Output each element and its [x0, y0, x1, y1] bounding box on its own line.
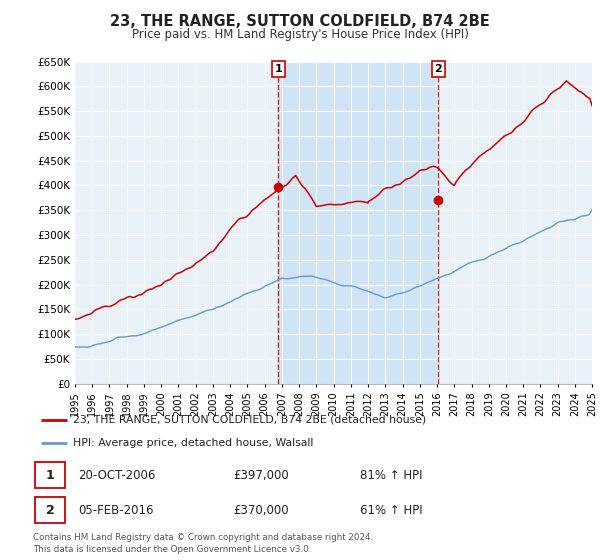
Text: 1: 1: [46, 469, 54, 482]
FancyBboxPatch shape: [35, 497, 65, 523]
Text: 23, THE RANGE, SUTTON COLDFIELD, B74 2BE (detached house): 23, THE RANGE, SUTTON COLDFIELD, B74 2BE…: [73, 414, 426, 424]
Text: HPI: Average price, detached house, Walsall: HPI: Average price, detached house, Wals…: [73, 438, 313, 448]
Text: 1: 1: [275, 64, 283, 74]
FancyBboxPatch shape: [35, 463, 65, 488]
Text: 05-FEB-2016: 05-FEB-2016: [78, 504, 154, 517]
Text: 81% ↑ HPI: 81% ↑ HPI: [361, 469, 423, 482]
Text: 2: 2: [46, 504, 54, 517]
Text: 23, THE RANGE, SUTTON COLDFIELD, B74 2BE: 23, THE RANGE, SUTTON COLDFIELD, B74 2BE: [110, 14, 490, 29]
Text: 2: 2: [434, 64, 442, 74]
Bar: [278, 62, 439, 384]
Text: Price paid vs. HM Land Registry's House Price Index (HPI): Price paid vs. HM Land Registry's House …: [131, 28, 469, 41]
Text: 61% ↑ HPI: 61% ↑ HPI: [361, 504, 423, 517]
Text: £370,000: £370,000: [233, 504, 289, 517]
Text: 20-OCT-2006: 20-OCT-2006: [78, 469, 155, 482]
Text: £397,000: £397,000: [233, 469, 289, 482]
Text: Contains HM Land Registry data © Crown copyright and database right 2024.
This d: Contains HM Land Registry data © Crown c…: [33, 533, 373, 554]
